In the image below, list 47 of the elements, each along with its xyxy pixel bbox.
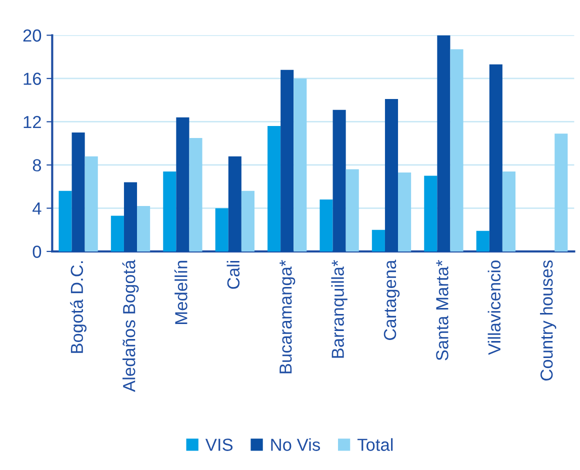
bar xyxy=(163,171,176,252)
bar xyxy=(372,230,385,252)
bar xyxy=(268,126,281,252)
bar xyxy=(124,182,138,252)
bar xyxy=(241,190,254,252)
bar xyxy=(332,110,346,252)
x-tick-label: Cali xyxy=(226,260,240,289)
x-tick-label: Bucaramanga* xyxy=(280,260,296,374)
bar xyxy=(215,208,228,252)
y-tick-label: 12 xyxy=(24,116,41,128)
x-tick-label: Santa Marta* xyxy=(436,260,448,360)
bar xyxy=(554,134,568,252)
bar xyxy=(72,132,85,252)
legend-label: Total xyxy=(357,438,393,451)
bar xyxy=(176,117,190,252)
bar xyxy=(294,78,307,252)
bar xyxy=(189,138,202,252)
bar xyxy=(437,35,450,252)
bar xyxy=(476,230,490,252)
x-tick-label: Aledaños Bogotá xyxy=(122,260,139,392)
bar xyxy=(280,70,294,252)
bar xyxy=(228,156,242,252)
x-tick-label: Villavicencio xyxy=(488,260,501,355)
bar xyxy=(502,171,516,252)
y-tick-label: 4 xyxy=(32,202,42,214)
bar xyxy=(424,176,438,252)
bar xyxy=(320,200,333,252)
bar xyxy=(346,169,359,252)
bar xyxy=(110,216,124,252)
legend-label: No Vis xyxy=(271,438,320,451)
y-tick-label: 16 xyxy=(24,72,42,85)
bar xyxy=(384,99,398,252)
bar xyxy=(84,156,98,252)
y-tick-label: 0 xyxy=(32,246,42,258)
x-tick-label: Country houses xyxy=(540,260,556,380)
bar xyxy=(450,49,464,252)
bar xyxy=(137,206,150,252)
legend-label: VIS xyxy=(205,438,233,451)
bar xyxy=(58,190,72,252)
x-tick-label: Bogotá D.C. xyxy=(70,261,86,353)
bar xyxy=(489,64,502,252)
x-tick-label: Medellín xyxy=(174,260,188,324)
y-tick-label: 8 xyxy=(32,159,42,172)
x-tick-label: Barranquilla* xyxy=(331,260,348,358)
bar xyxy=(398,172,412,252)
y-tick-label: 20 xyxy=(23,29,42,42)
x-tick-label: Cartagena xyxy=(384,260,400,340)
